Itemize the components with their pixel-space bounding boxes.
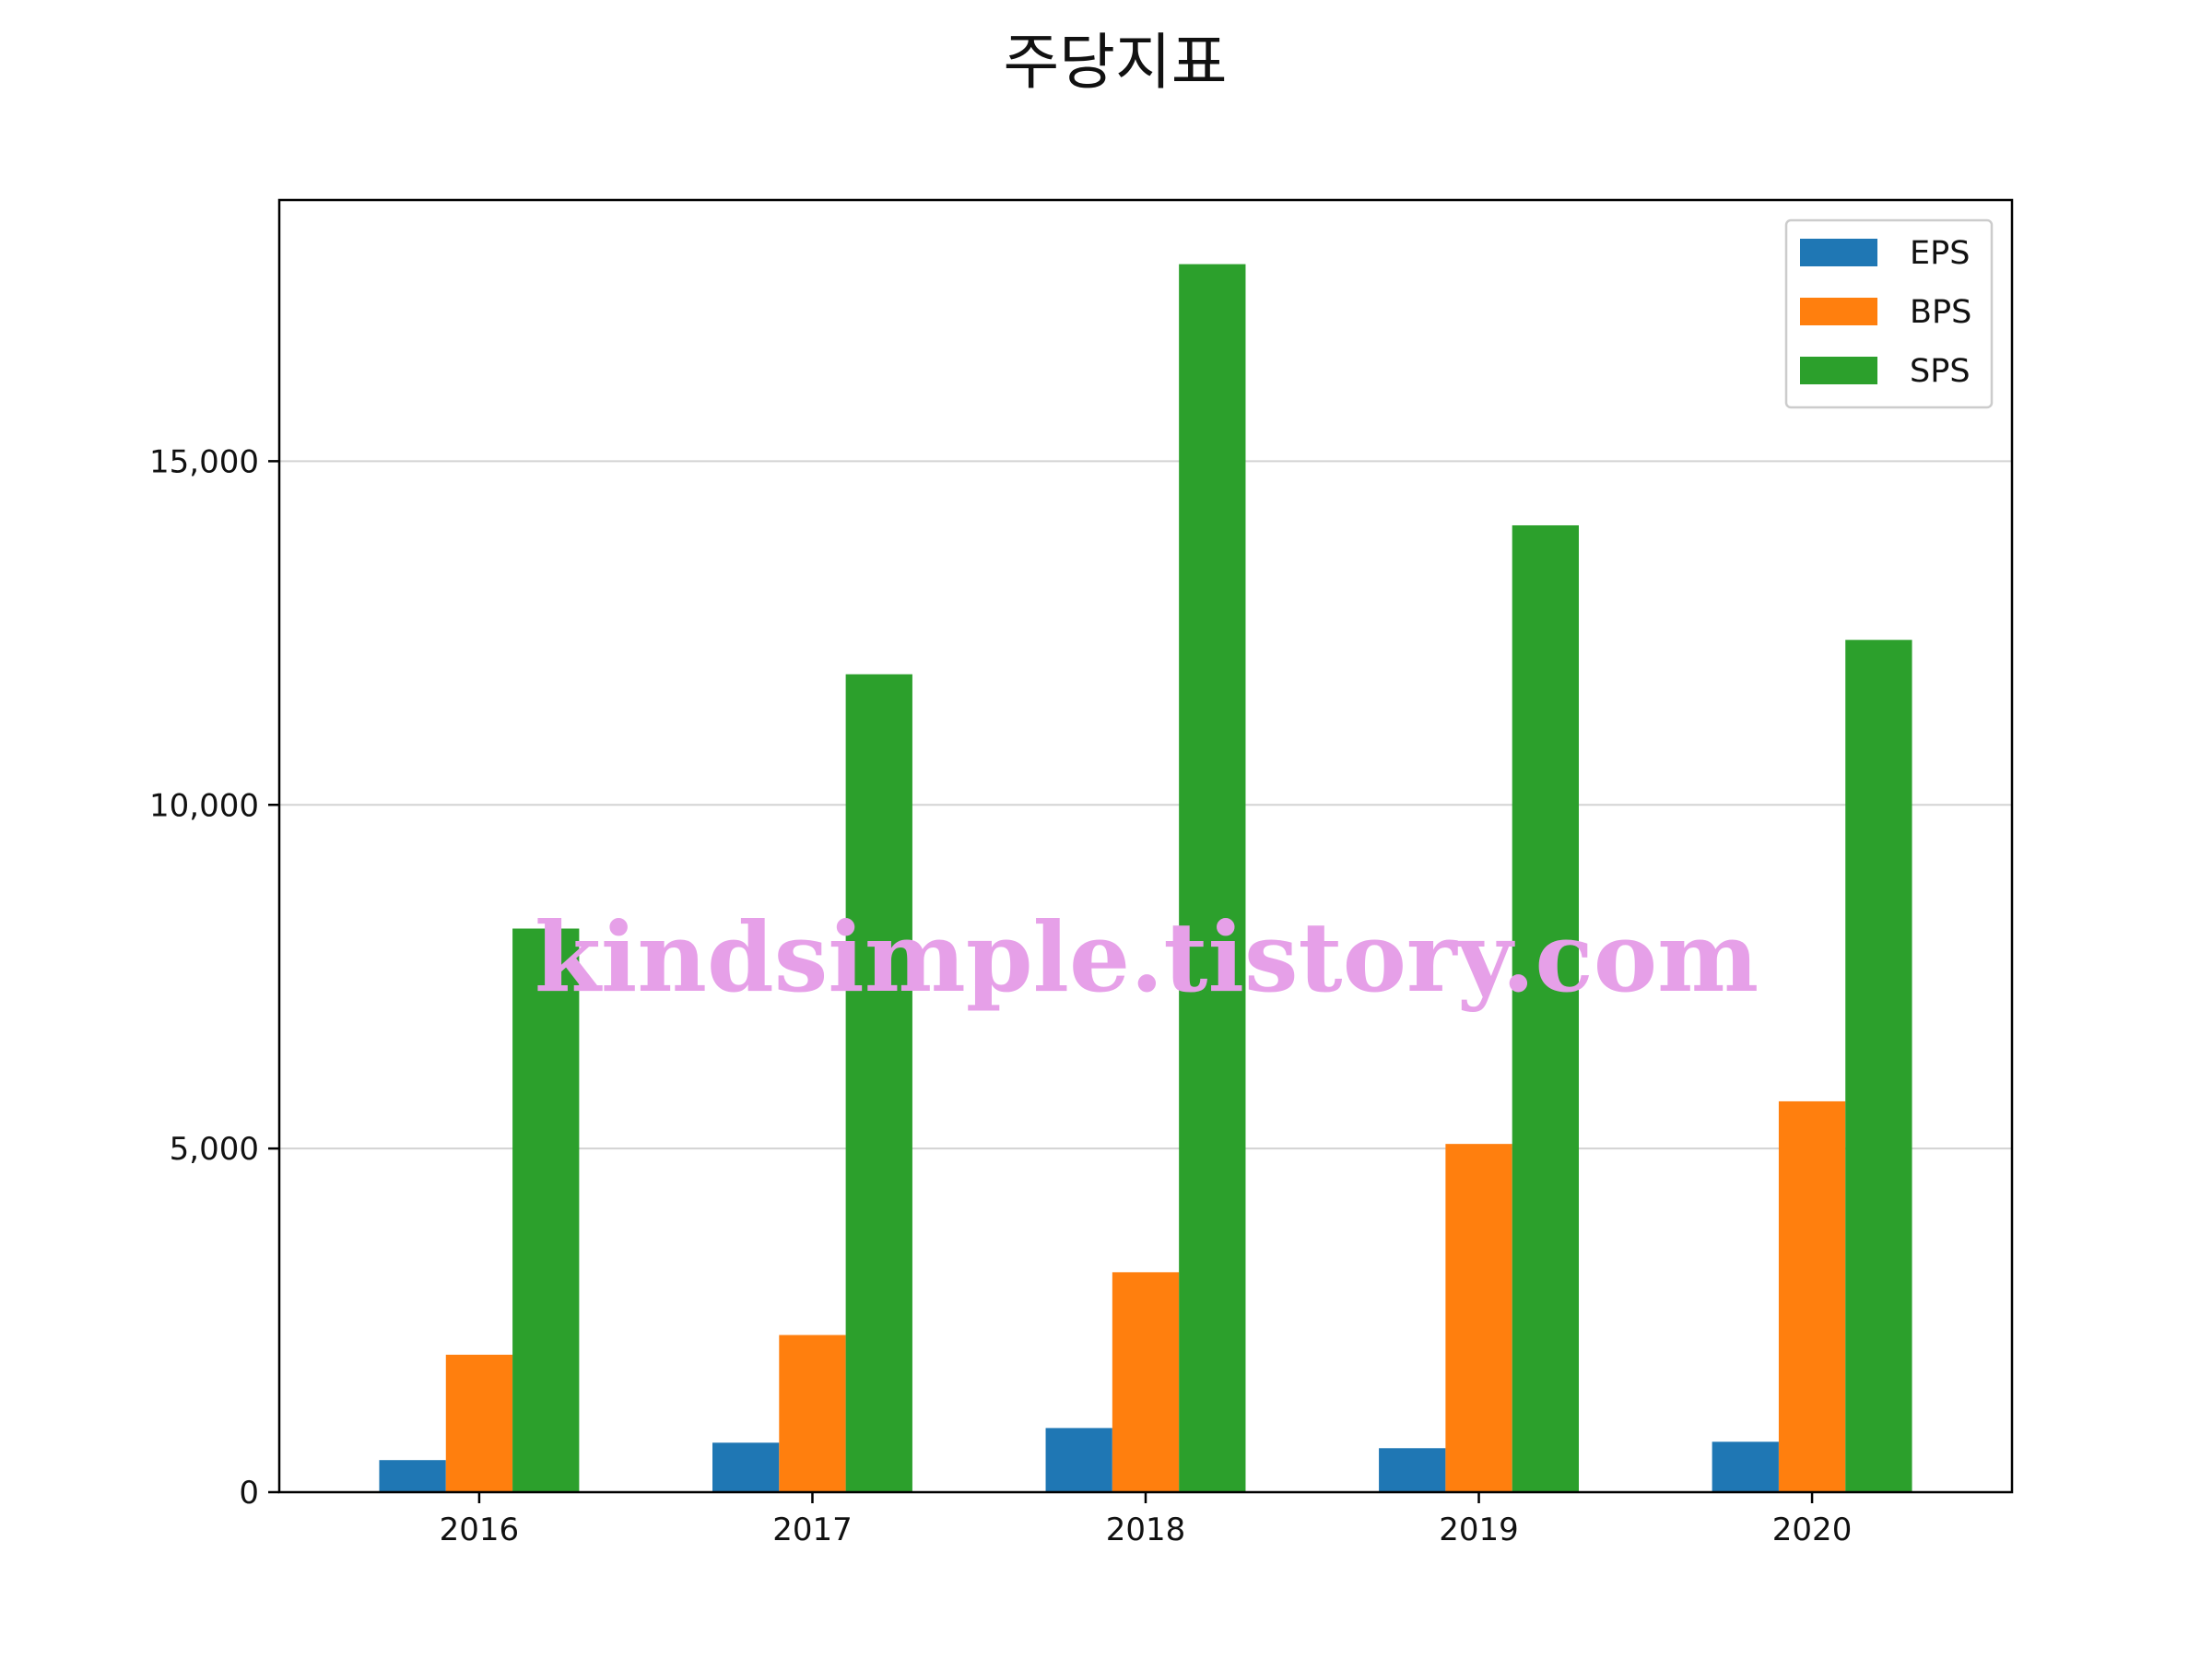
bar-eps-2020 <box>1712 1441 1779 1492</box>
legend-label-eps: EPS <box>1910 235 1970 272</box>
x-tick-label: 2020 <box>1772 1512 1853 1548</box>
y-tick-label: 10,000 <box>149 787 259 824</box>
bar-eps-2018 <box>1045 1428 1112 1492</box>
bar-sps-2020 <box>1845 640 1912 1492</box>
bar-bps-2020 <box>1778 1100 1846 1492</box>
legend-label-sps: SPS <box>1910 353 1971 390</box>
y-tick-label: 5,000 <box>170 1131 259 1168</box>
bar-bps-2018 <box>1112 1272 1180 1492</box>
y-tick-label: 0 <box>239 1475 259 1512</box>
watermark-text: kindsimple.tistory.com <box>535 900 1759 1014</box>
legend-swatch-bps <box>1800 298 1877 325</box>
x-tick-label: 2018 <box>1106 1512 1186 1548</box>
bars <box>379 264 1912 1493</box>
legend-swatch-sps <box>1800 357 1877 384</box>
bar-eps-2016 <box>379 1460 446 1492</box>
bar-sps-2019 <box>1512 524 1579 1492</box>
legend-swatch-eps <box>1800 239 1877 266</box>
chart-title: 주당지표 <box>1004 27 1228 98</box>
bar-bps-2016 <box>445 1354 513 1492</box>
bar-sps-2018 <box>1179 264 1246 1493</box>
bar-bps-2017 <box>779 1335 846 1492</box>
x-tick-label: 2016 <box>440 1512 520 1548</box>
bar-sps-2016 <box>512 928 580 1492</box>
x-tick-label: 2019 <box>1439 1512 1519 1548</box>
watermark: kindsimple.tistory.com <box>535 900 1759 1014</box>
x-tick-label: 2017 <box>772 1512 853 1548</box>
legend: EPS BPS SPS <box>1784 218 1994 409</box>
x-axis: 2016 2017 2018 2019 2020 <box>440 1492 1853 1548</box>
bar-eps-2019 <box>1379 1448 1446 1492</box>
bar-bps-2019 <box>1445 1144 1512 1492</box>
y-axis: 0 5,000 10,000 15,000 <box>149 443 279 1512</box>
bar-sps-2017 <box>845 674 912 1492</box>
y-tick-label: 15,000 <box>149 443 259 480</box>
legend-items: EPS BPS SPS <box>1800 235 1971 390</box>
bar-eps-2017 <box>712 1442 780 1492</box>
legend-label-bps: BPS <box>1910 294 1971 331</box>
